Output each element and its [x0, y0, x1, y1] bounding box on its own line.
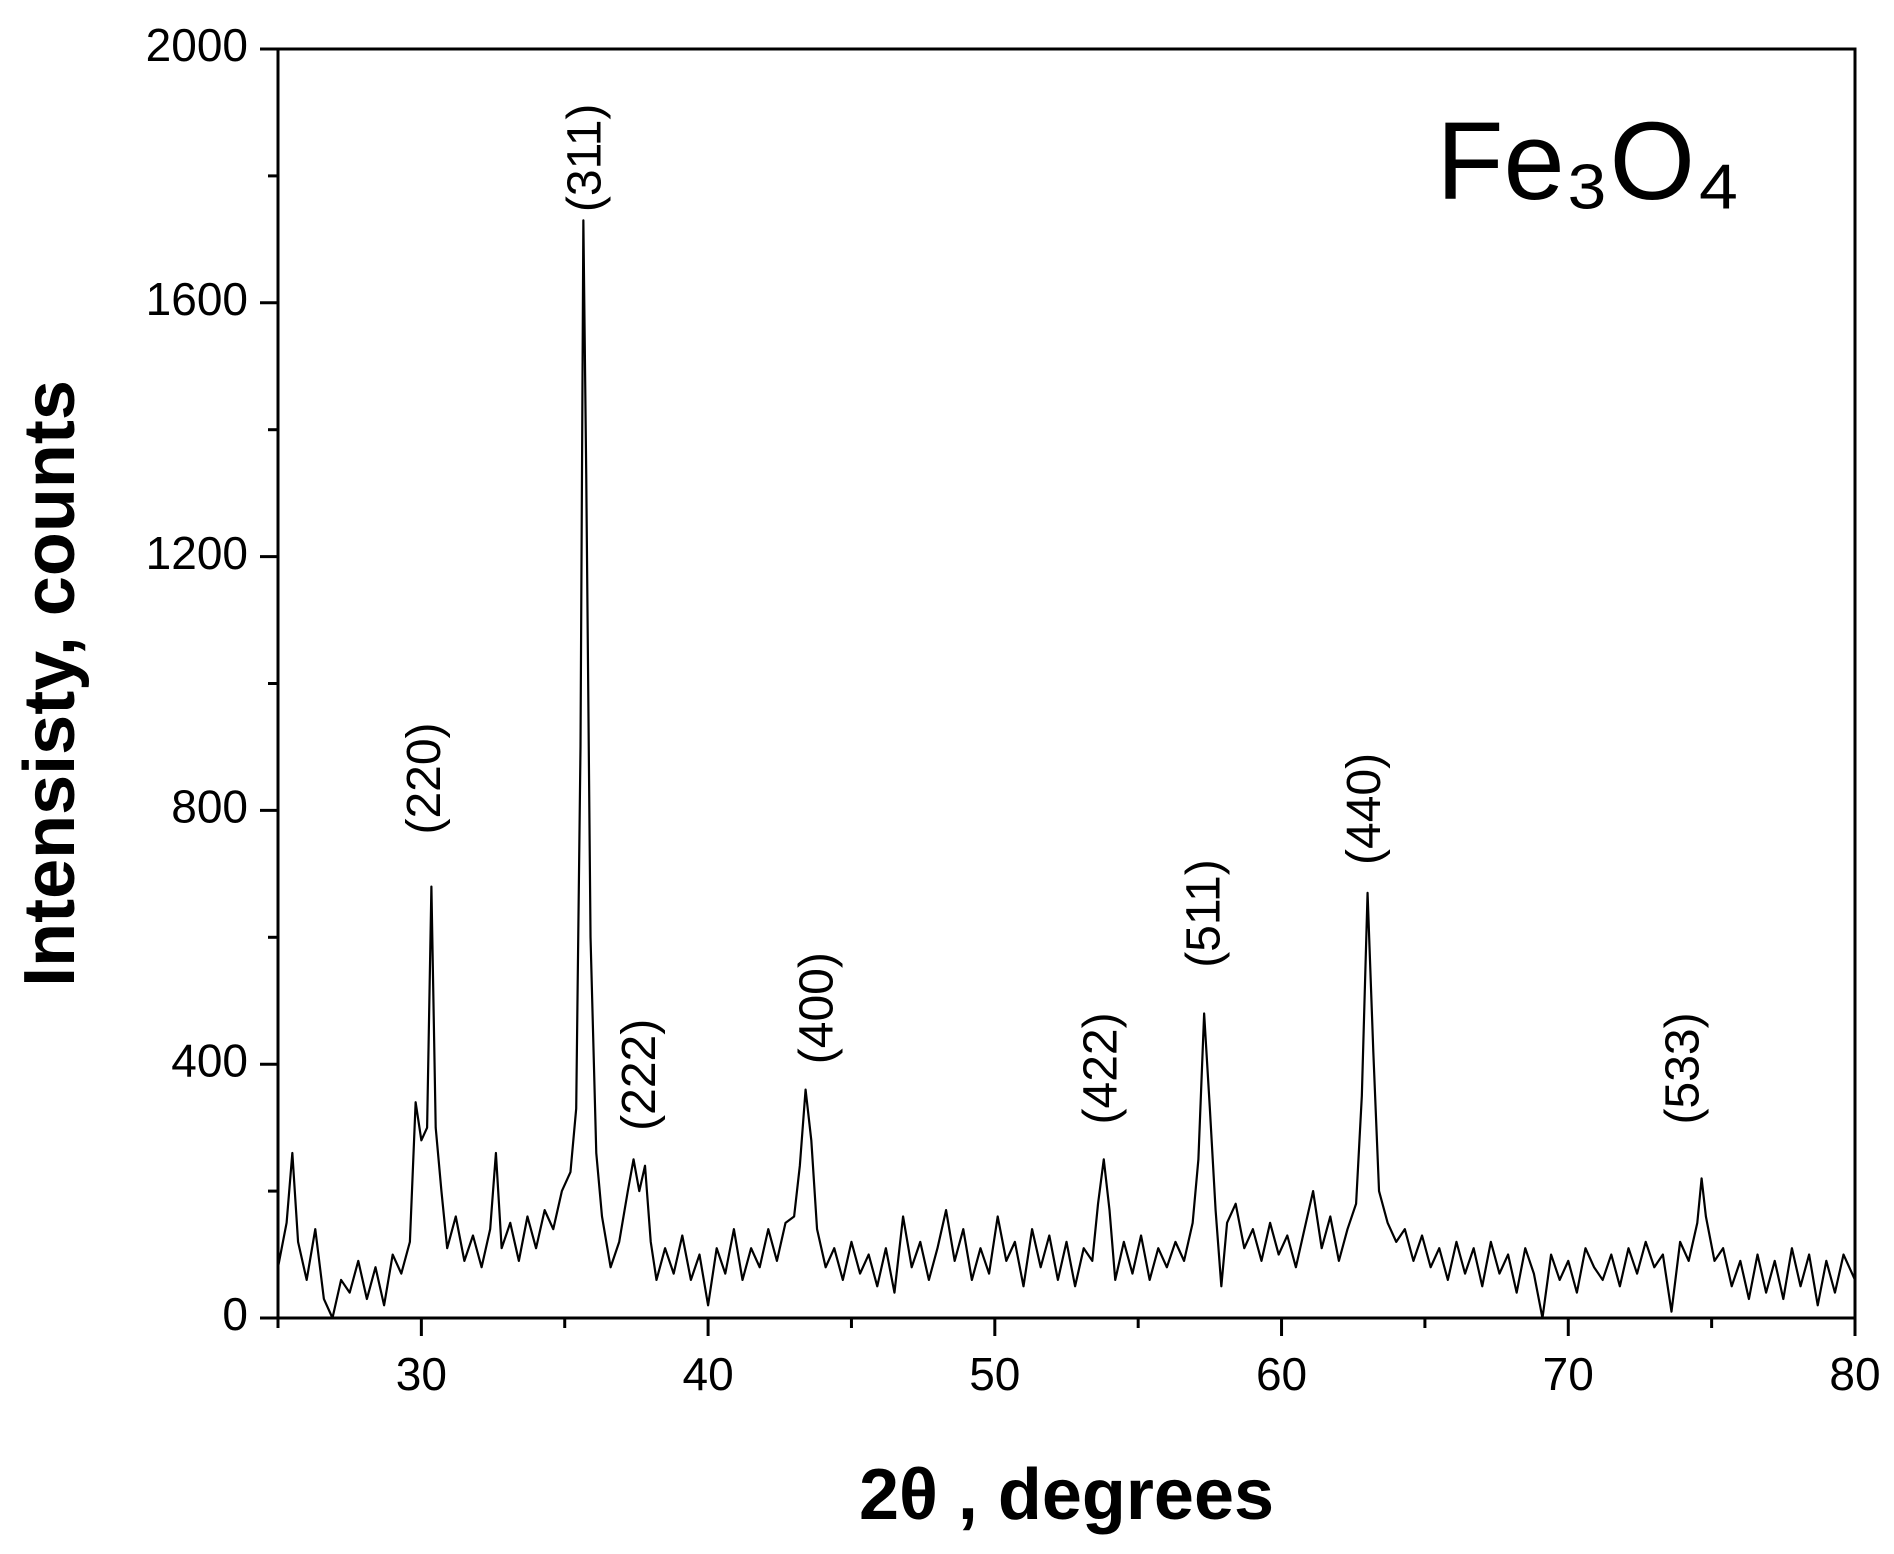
- x-axis-title: 2θ , degrees: [859, 1455, 1274, 1535]
- y-tick-label: 400: [171, 1034, 248, 1086]
- peak-label: (220): [398, 722, 451, 834]
- y-tick-label: 1600: [146, 273, 248, 325]
- y-tick-label: 800: [171, 781, 248, 833]
- compound-label: Fe₃O₄: [1436, 100, 1740, 223]
- x-tick-label: 50: [969, 1348, 1020, 1400]
- plot-frame: [276, 47, 1857, 1320]
- peak-label: (222): [613, 1019, 666, 1131]
- peak-label: (533): [1657, 1012, 1710, 1124]
- peak-label: (400): [791, 952, 844, 1064]
- x-tick-label: 70: [1543, 1348, 1594, 1400]
- x-tick-label: 40: [683, 1348, 734, 1400]
- y-axis-title: Intensisty, counts: [10, 380, 90, 987]
- x-tick-label: 80: [1829, 1348, 1880, 1400]
- peak-label: (440): [1338, 753, 1391, 865]
- y-tick-label: 2000: [146, 19, 248, 71]
- peak-label: (311): [558, 104, 611, 213]
- y-tick-label: 1200: [146, 527, 248, 579]
- data-line: [276, 219, 1857, 1320]
- y-tick-label: 0: [222, 1288, 248, 1340]
- x-tick-label: 60: [1256, 1348, 1307, 1400]
- x-tick-label: 30: [396, 1348, 447, 1400]
- peak-label: (511): [1178, 859, 1231, 968]
- peak-label: (422): [1074, 1012, 1127, 1124]
